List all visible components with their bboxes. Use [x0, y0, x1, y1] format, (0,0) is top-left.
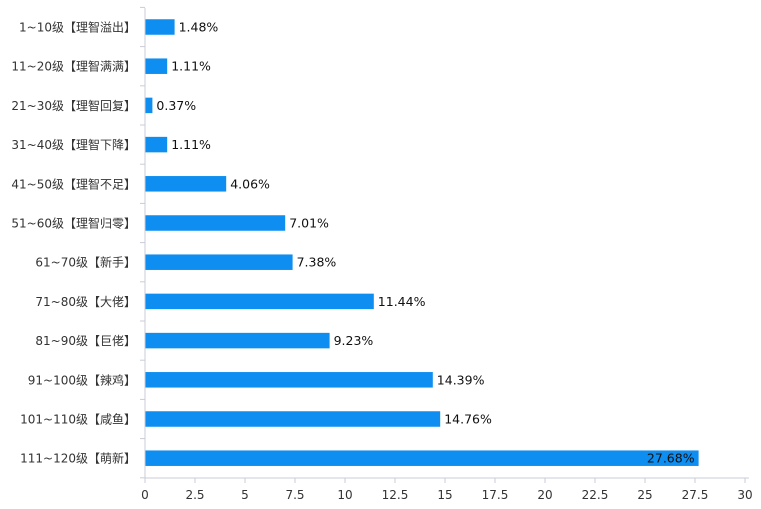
- data-label: 0.37%: [156, 98, 196, 113]
- category-label: 71~80级【大佬】: [35, 295, 136, 309]
- x-tick-label: 12.5: [382, 488, 409, 502]
- data-label: 1.11%: [171, 59, 211, 74]
- bar: [145, 58, 168, 74]
- category-label: 1~10级【理智溢出】: [19, 20, 136, 35]
- bar: [145, 293, 374, 310]
- bar: [145, 215, 286, 231]
- data-label: 9.23%: [334, 333, 374, 348]
- category-label: 111~120级【萌新】: [20, 451, 136, 466]
- category-label: 21~30级【理智回复】: [11, 98, 136, 113]
- x-tick-label: 0: [141, 488, 149, 502]
- bar: [145, 450, 699, 466]
- bar: [145, 136, 168, 153]
- x-tick-label: 25: [637, 488, 652, 502]
- category-label: 51~60级【理智归零】: [11, 216, 136, 231]
- category-label: 61~70级【新手】: [35, 255, 136, 270]
- x-tick-label: 22.5: [582, 488, 609, 502]
- bar: [145, 372, 433, 388]
- x-tick-label: 10: [337, 488, 352, 502]
- chart-bars: [145, 19, 699, 466]
- data-label: 7.01%: [289, 216, 329, 231]
- data-label: 4.06%: [230, 176, 270, 191]
- bar: [145, 19, 175, 35]
- data-label: 14.39%: [437, 372, 485, 387]
- x-axis-ticks: 0 2.5 5 7.5 10 12.5 15 17.5 20 22.5 25 27.5 30: [141, 478, 753, 502]
- bar: [145, 332, 330, 349]
- data-labels: 1.48% 1.11% 0.37% 1.11% 4.06% 7.01% 7.38% 11.44…: [156, 20, 694, 466]
- category-labels: 1~10级【理智溢出】 11~20级【理智满满】 21~30级【理智回复】 31~40…: [11, 20, 136, 466]
- x-tick-label: 5: [241, 488, 249, 502]
- category-label: 81~90级【巨佬】: [35, 334, 136, 348]
- category-label: 41~50级【理智不足】: [11, 176, 136, 191]
- data-label: 14.76%: [444, 412, 492, 427]
- x-tick-label: 27.5: [682, 488, 709, 502]
- x-tick-label: 30: [737, 488, 752, 502]
- x-tick-label: 7.5: [285, 488, 304, 502]
- data-label: 27.68%: [647, 451, 695, 466]
- bar: [145, 411, 441, 427]
- category-label: 11~20级【理智满满】: [11, 59, 136, 74]
- data-label: 1.11%: [171, 137, 211, 152]
- bar: [145, 176, 227, 192]
- data-label: 11.44%: [378, 294, 426, 309]
- bar: [145, 254, 293, 270]
- bar: [145, 97, 153, 114]
- x-tick-label: 20: [537, 488, 552, 502]
- data-label: 1.48%: [179, 20, 219, 35]
- category-label: 31~40级【理智下降】: [11, 137, 136, 152]
- x-tick-label: 2.5: [185, 488, 204, 502]
- category-label: 101~110级【咸鱼】: [20, 413, 136, 427]
- data-label: 7.38%: [297, 255, 337, 270]
- chart-axes: [140, 6, 749, 479]
- x-tick-label: 17.5: [482, 488, 509, 502]
- category-label: 91~100级【辣鸡】: [28, 372, 136, 387]
- x-tick-label: 15: [437, 488, 452, 502]
